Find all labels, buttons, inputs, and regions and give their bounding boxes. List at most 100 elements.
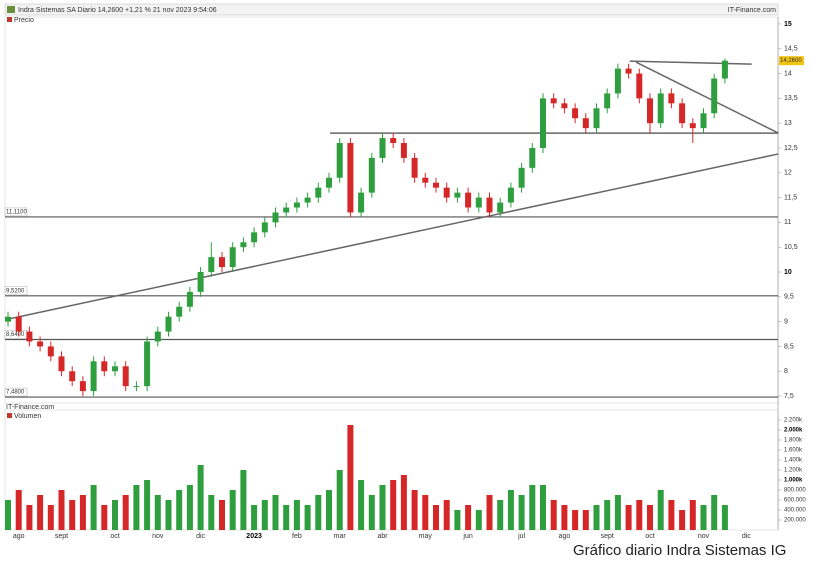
volume-bar bbox=[700, 505, 707, 530]
y-tick-label: 14 bbox=[784, 70, 792, 77]
candle-body bbox=[636, 73, 643, 99]
candle-body bbox=[721, 60, 728, 79]
x-tick-label: ago bbox=[559, 533, 571, 540]
volume-bar bbox=[668, 500, 675, 530]
volume-bar bbox=[5, 500, 11, 530]
y-tick-label: 1.800k bbox=[784, 438, 803, 444]
y-tick-label: 12 bbox=[784, 170, 792, 177]
candle-body bbox=[368, 157, 375, 193]
candle-body bbox=[604, 93, 611, 109]
candle-body bbox=[647, 98, 653, 124]
candle-body bbox=[186, 291, 193, 307]
trend-line bbox=[7, 153, 779, 320]
price-tag bbox=[779, 56, 804, 66]
candle-body bbox=[219, 257, 225, 268]
candle-body bbox=[208, 257, 215, 273]
level-label-box bbox=[4, 387, 28, 397]
candle-body bbox=[400, 143, 407, 158]
volume-bar bbox=[614, 495, 621, 530]
y-tick-label: 15 bbox=[784, 21, 792, 28]
volume-bar bbox=[689, 500, 696, 530]
y-tick-label: 1.000k bbox=[784, 478, 803, 484]
candle-body bbox=[261, 222, 268, 233]
candle-body bbox=[679, 103, 686, 124]
y-tick-label: 7,5 bbox=[784, 393, 794, 400]
volume-bar bbox=[443, 500, 450, 530]
volume-bar bbox=[304, 505, 311, 530]
y-tick-label: 1.200k bbox=[784, 468, 803, 474]
volume-bar bbox=[326, 490, 332, 530]
candle-body bbox=[497, 202, 504, 213]
y-tick-label: 11 bbox=[784, 219, 791, 226]
volume-bar bbox=[507, 490, 514, 530]
candle-body bbox=[550, 98, 557, 104]
candle-body bbox=[572, 108, 579, 119]
volume-bar bbox=[251, 505, 258, 530]
y-tick-label: 10,5 bbox=[784, 244, 798, 251]
volume-bar bbox=[144, 480, 151, 530]
volume-bar bbox=[561, 505, 568, 530]
volume-bar bbox=[593, 505, 600, 530]
y-tick-label: 1.400k bbox=[784, 458, 803, 464]
candle-body bbox=[133, 386, 140, 388]
volume-bar bbox=[69, 500, 76, 530]
caption: Gráfico diario Indra Sistemas IG bbox=[573, 542, 786, 559]
volume-bar bbox=[293, 500, 300, 530]
candle-body bbox=[26, 331, 33, 342]
volume-bar bbox=[721, 505, 728, 530]
y-tick-label: 13 bbox=[784, 120, 792, 127]
volume-bar bbox=[572, 510, 579, 530]
volume-bar bbox=[433, 505, 439, 530]
volume-bar bbox=[550, 500, 557, 530]
candle-body bbox=[625, 68, 632, 74]
volume-bar bbox=[497, 500, 504, 530]
candle-body bbox=[475, 197, 482, 208]
price-tag-label: 14,2600 bbox=[780, 58, 802, 64]
x-tick-label: oct bbox=[645, 533, 654, 540]
volume-bar bbox=[315, 495, 322, 530]
volume-bar bbox=[604, 500, 611, 530]
legend-label: Volumen bbox=[14, 413, 41, 420]
candle-body bbox=[122, 366, 129, 387]
volume-bar bbox=[37, 495, 44, 530]
candle-body bbox=[69, 371, 76, 382]
candle-body bbox=[47, 346, 54, 357]
volume-bar bbox=[400, 475, 407, 530]
volume-bar bbox=[475, 510, 482, 530]
candle-body bbox=[5, 316, 11, 322]
x-tick-label: ago bbox=[13, 533, 25, 540]
candle-body bbox=[304, 197, 311, 203]
x-tick-label: jul bbox=[517, 533, 525, 540]
x-tick-label: sept bbox=[55, 533, 68, 540]
volume-bar bbox=[165, 500, 172, 530]
candle-body bbox=[614, 68, 621, 94]
volume-bar bbox=[47, 505, 54, 530]
x-tick-label: oct bbox=[110, 533, 119, 540]
volume-bar bbox=[133, 485, 140, 530]
level-label: 9,5200 bbox=[6, 288, 25, 294]
candle-body bbox=[582, 118, 589, 129]
source: IT-Finance.com bbox=[6, 404, 54, 411]
volume-bar bbox=[186, 485, 193, 530]
candle-body bbox=[433, 182, 439, 188]
level-label-box bbox=[4, 286, 28, 296]
x-tick-label: feb bbox=[292, 533, 302, 540]
y-tick-label: 8 bbox=[784, 368, 788, 375]
candle-body bbox=[422, 177, 429, 183]
volume-bar bbox=[454, 510, 461, 530]
volume-bar bbox=[347, 425, 354, 530]
volume-bar bbox=[112, 500, 118, 530]
x-tick-label: may bbox=[419, 533, 433, 540]
y-tick-label: 200.000 bbox=[784, 518, 806, 524]
legend-label: Precio bbox=[14, 17, 34, 24]
candle-body bbox=[58, 356, 65, 372]
candle-body bbox=[293, 202, 300, 208]
volume-bar bbox=[411, 490, 418, 530]
candle-body bbox=[251, 232, 258, 243]
trend-line bbox=[635, 61, 779, 134]
x-tick-label: nov bbox=[698, 533, 710, 540]
candle-body bbox=[561, 103, 568, 109]
candle-body bbox=[315, 187, 322, 198]
logo bbox=[7, 6, 15, 13]
y-tick-label: 10 bbox=[784, 269, 792, 276]
